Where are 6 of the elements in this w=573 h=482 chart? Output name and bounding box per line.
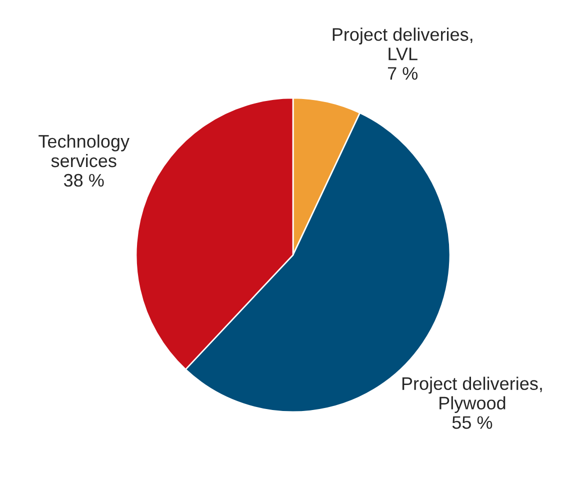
- slice-label: Project deliveries, Plywood: [402, 376, 542, 414]
- slice-label: Technology services: [38, 134, 130, 168]
- data-label: 38 %: [64, 174, 104, 187]
- data-label: 7 %: [388, 67, 418, 80]
- data-label: 55 %: [452, 416, 492, 429]
- slice-label: Project deliveries, LVL: [332, 28, 472, 60]
